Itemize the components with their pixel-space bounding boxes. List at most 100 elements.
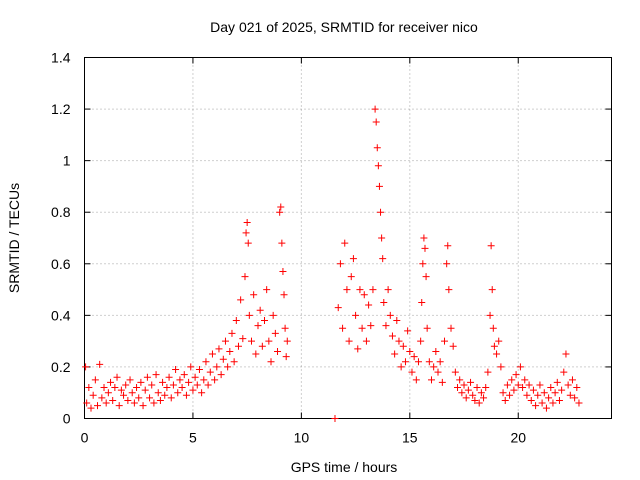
data-point — [444, 242, 452, 250]
data-point — [217, 371, 225, 379]
data-point — [365, 301, 373, 309]
data-point — [252, 350, 260, 358]
data-point — [404, 327, 412, 335]
data-point — [122, 381, 130, 389]
grid-lines — [84, 57, 612, 419]
x-tick-label: 10 — [294, 430, 310, 446]
data-point — [462, 394, 470, 402]
data-point — [484, 368, 492, 376]
data-point — [102, 399, 110, 407]
data-point — [560, 368, 568, 376]
data-point — [451, 368, 459, 376]
data-point — [176, 376, 184, 384]
y-tick-label: 0.8 — [51, 204, 71, 220]
data-point — [198, 389, 206, 397]
data-point — [469, 391, 477, 399]
data-point — [261, 317, 269, 325]
data-point — [397, 363, 405, 371]
data-point — [117, 386, 125, 394]
data-point — [542, 404, 550, 412]
data-point — [571, 394, 579, 402]
data-point — [226, 347, 234, 355]
data-point — [334, 304, 342, 312]
data-point — [180, 371, 188, 379]
data-point — [165, 373, 173, 381]
data-point — [549, 399, 557, 407]
data-point — [573, 384, 581, 392]
data-point — [408, 368, 416, 376]
data-point — [425, 358, 433, 366]
data-point — [283, 337, 291, 345]
data-point — [208, 350, 216, 358]
data-point — [384, 286, 392, 294]
data-point — [378, 234, 386, 242]
data-point — [115, 402, 123, 410]
data-point — [360, 291, 368, 299]
data-point — [420, 234, 428, 242]
data-point — [487, 242, 495, 250]
data-point — [512, 371, 520, 379]
data-point — [449, 342, 457, 350]
data-point — [278, 239, 286, 247]
data-points — [82, 105, 583, 422]
data-point — [356, 286, 364, 294]
data-point — [152, 371, 160, 379]
data-point — [237, 296, 245, 304]
data-point — [534, 391, 542, 399]
data-point — [182, 391, 190, 399]
data-point — [477, 389, 485, 397]
data-point — [265, 337, 273, 345]
data-point — [382, 322, 390, 330]
data-point — [352, 311, 360, 319]
data-point — [206, 368, 214, 376]
data-point — [156, 396, 164, 404]
x-axis-label: GPS time / hours — [291, 459, 398, 475]
data-point — [282, 353, 290, 361]
y-tick-label: 0.6 — [51, 256, 71, 272]
data-point — [148, 381, 156, 389]
data-point — [281, 324, 289, 332]
data-point — [202, 358, 210, 366]
data-point — [96, 360, 104, 368]
data-point — [447, 324, 455, 332]
data-point — [137, 378, 145, 386]
data-point — [519, 384, 527, 392]
data-point — [441, 337, 449, 345]
data-point — [417, 337, 425, 345]
data-point — [367, 322, 375, 330]
y-tick-label: 0.2 — [51, 359, 71, 375]
data-point — [244, 239, 252, 247]
data-point — [141, 386, 149, 394]
data-point — [493, 350, 501, 358]
data-point — [143, 373, 151, 381]
data-point — [215, 345, 223, 353]
data-point — [109, 396, 117, 404]
data-point — [423, 324, 431, 332]
data-point — [277, 203, 285, 211]
data-point — [89, 391, 97, 399]
data-point — [83, 399, 91, 407]
data-point — [438, 378, 446, 386]
data-point — [555, 396, 563, 404]
data-point — [224, 363, 232, 371]
data-point — [371, 105, 379, 113]
data-point — [553, 378, 561, 386]
data-point — [85, 384, 93, 392]
y-tick-label: 1.2 — [51, 101, 71, 117]
data-point — [139, 402, 147, 410]
data-point — [219, 355, 227, 363]
data-point — [232, 317, 240, 325]
data-point — [343, 286, 351, 294]
data-point — [331, 415, 339, 422]
data-point — [456, 376, 464, 384]
data-point — [372, 118, 380, 126]
data-point — [120, 391, 128, 399]
y-tick-label: 1.4 — [51, 50, 71, 66]
data-point — [267, 358, 275, 366]
data-point — [187, 363, 195, 371]
data-point — [386, 311, 394, 319]
data-point — [410, 353, 418, 361]
data-point — [87, 404, 95, 412]
data-point — [489, 324, 497, 332]
